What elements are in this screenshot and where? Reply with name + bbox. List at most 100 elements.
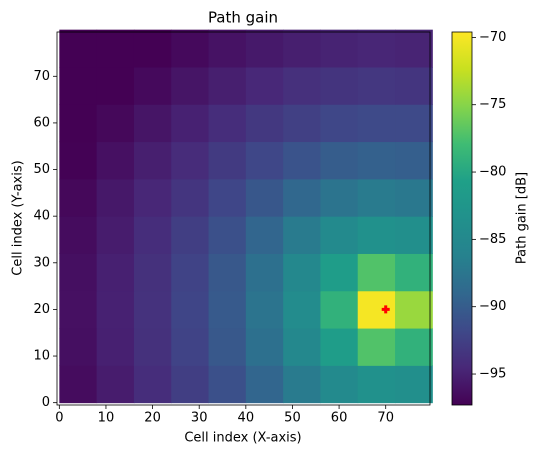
heatmap-cell [245, 253, 284, 292]
heatmap-cell [133, 29, 172, 68]
heatmap-cell [395, 365, 433, 404]
x-tick-label: 30 [191, 411, 208, 426]
heatmap-cell [208, 365, 247, 404]
heatmap-cell [171, 290, 210, 329]
heatmap-cell [208, 66, 247, 105]
heatmap-cell [171, 365, 210, 404]
heatmap-cell [208, 328, 247, 366]
heatmap-cell [320, 104, 359, 143]
heatmap-cell [283, 29, 321, 68]
heatmap-cell [133, 328, 172, 366]
y-tick-label: 30 [33, 255, 50, 270]
heatmap-cell [395, 216, 433, 254]
x-tick-label: 40 [238, 411, 255, 426]
heatmap-cell [133, 66, 172, 105]
heatmap-cell [283, 141, 321, 180]
heatmap-cell [171, 66, 210, 105]
heatmap-cell [59, 66, 98, 105]
heatmap-cell [283, 328, 321, 366]
heatmap-cell [171, 216, 210, 254]
heatmap-cell [320, 365, 359, 404]
heatmap-cell [395, 66, 433, 105]
heatmap-cell [96, 104, 135, 143]
heatmap-cell [357, 141, 396, 180]
heatmap-cell [283, 216, 321, 254]
heatmap-cell [96, 216, 135, 254]
heatmap-cell [395, 29, 433, 68]
heatmap-cell [96, 178, 135, 217]
x-tick-label: 10 [98, 411, 115, 426]
heatmap-cell [395, 328, 433, 366]
heatmap-cell [171, 328, 210, 366]
heatmap-cell [59, 216, 98, 254]
y-axis-label: Cell index (Y-axis) [11, 160, 26, 275]
heatmap-cell [357, 216, 396, 254]
heatmap-cell [59, 141, 98, 180]
heatmap-cell [208, 216, 247, 254]
heatmap-cell [357, 253, 396, 292]
heatmap-cell [59, 178, 98, 217]
heatmap-cell [357, 66, 396, 105]
heatmap-cell [59, 290, 98, 329]
chart-title: Path gain [208, 9, 278, 27]
y-tick-label: 40 [33, 209, 50, 224]
colorbar-tick-label: −80 [479, 165, 506, 180]
heatmap-cell [133, 104, 172, 143]
heatmap-cell [96, 290, 135, 329]
colorbar-tick-label: −95 [479, 367, 506, 382]
y-tick-label: 20 [33, 302, 50, 317]
heatmap-cell [208, 178, 247, 217]
heatmap-cell [59, 104, 98, 143]
heatmap-cell [133, 365, 172, 404]
y-tick-label: 60 [33, 115, 50, 130]
heatmap-cell [171, 104, 210, 143]
x-axis-label: Cell index (X-axis) [184, 431, 301, 446]
heatmap-cell [59, 29, 98, 68]
heatmap-cell [208, 29, 247, 68]
x-tick-label: 0 [55, 411, 63, 426]
heatmap-cell [320, 66, 359, 105]
heatmap-cell [96, 66, 135, 105]
y-tick-label: 10 [33, 349, 50, 364]
heatmap-cell [245, 141, 284, 180]
heatmap-cell [245, 66, 284, 105]
heatmap-cell [208, 290, 247, 329]
heatmap-cell [59, 253, 98, 292]
heatmap-cell [171, 178, 210, 217]
heatmap-cell [283, 178, 321, 217]
colorbar-tick-label: −90 [479, 299, 506, 314]
heatmap-cell [395, 104, 433, 143]
heatmap-cell [245, 178, 284, 217]
heatmap-cell [395, 141, 433, 180]
heatmap-cell [283, 104, 321, 143]
heatmap-cell [320, 29, 359, 68]
heatmap-cell [283, 66, 321, 105]
heatmap-cell [320, 178, 359, 217]
heatmap-cell [208, 104, 247, 143]
x-tick-label: 20 [144, 411, 161, 426]
colorbar [451, 31, 473, 406]
plot-frame [56, 31, 431, 406]
heatmap-cell [245, 29, 284, 68]
heatmap-cell [96, 365, 135, 404]
y-tick-label: 70 [33, 69, 50, 84]
heatmap-cell [357, 290, 396, 329]
heatmap-cell [171, 253, 210, 292]
heatmap-cell [208, 253, 247, 292]
colorbar-tick-label: −85 [479, 232, 506, 247]
heatmap-cell [245, 365, 284, 404]
heatmap-cell [283, 253, 321, 292]
transmitter-marker [381, 305, 390, 314]
x-tick-label: 50 [284, 411, 301, 426]
heatmap-cell [133, 141, 172, 180]
heatmap-cell [395, 253, 433, 292]
heatmap-cell [96, 253, 135, 292]
heatmap-cell [96, 29, 135, 68]
colorbar-tick-label: −75 [479, 97, 506, 112]
heatmap-cell [245, 290, 284, 329]
y-tick-label: 0 [42, 395, 50, 410]
heatmap-cell [320, 253, 359, 292]
heatmap-cell [59, 365, 98, 404]
